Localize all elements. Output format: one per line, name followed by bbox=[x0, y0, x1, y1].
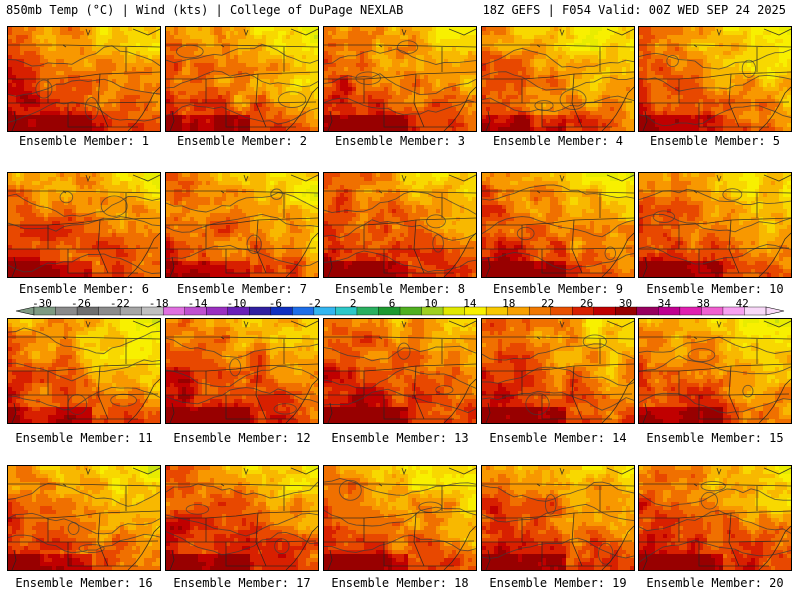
colorbar-tick-label: 30 bbox=[619, 297, 632, 310]
ensemble-member-map-20[interactable] bbox=[638, 465, 792, 571]
ensemble-member-map-17[interactable] bbox=[165, 465, 319, 571]
ensemble-member-label: Ensemble Member: 3 bbox=[321, 134, 479, 148]
colorbar-tick-label: 22 bbox=[541, 297, 554, 310]
ensemble-member-label: Ensemble Member: 12 bbox=[163, 431, 321, 445]
colorbar-tick-label: 14 bbox=[463, 297, 476, 310]
colorbar-tick-label: -22 bbox=[110, 297, 130, 310]
colorbar-tick-label: 18 bbox=[502, 297, 515, 310]
ensemble-member-map-4[interactable] bbox=[481, 26, 635, 132]
ensemble-member-map-13[interactable] bbox=[323, 318, 477, 424]
temperature-colorbar bbox=[15, 306, 785, 316]
ensemble-member-map-5[interactable] bbox=[638, 26, 792, 132]
ensemble-member-map-15[interactable] bbox=[638, 318, 792, 424]
ensemble-member-label: Ensemble Member: 9 bbox=[479, 282, 637, 296]
colorbar-segment bbox=[356, 306, 379, 316]
ensemble-member-label: Ensemble Member: 16 bbox=[5, 576, 163, 590]
ensemble-member-label: Ensemble Member: 15 bbox=[636, 431, 794, 445]
colorbar-segment bbox=[636, 306, 659, 316]
ensemble-member-label: Ensemble Member: 18 bbox=[321, 576, 479, 590]
colorbar-tick-label: -2 bbox=[308, 297, 321, 310]
colorbar-segment bbox=[399, 306, 423, 316]
colorbar-tick-label: 10 bbox=[424, 297, 437, 310]
header-right-title: 18Z GEFS | F054 Valid: 00Z WED SEP 24 20… bbox=[483, 3, 786, 17]
colorbar-tick-label: -14 bbox=[188, 297, 208, 310]
ensemble-member-map-3[interactable] bbox=[323, 26, 477, 132]
colorbar-tick-label: 2 bbox=[350, 297, 357, 310]
colorbar-tick-label: 34 bbox=[658, 297, 671, 310]
colorbar-tick-label: 6 bbox=[389, 297, 396, 310]
colorbar-tick-label: -6 bbox=[269, 297, 282, 310]
ensemble-member-map-10[interactable] bbox=[638, 172, 792, 278]
ensemble-member-map-19[interactable] bbox=[481, 465, 635, 571]
ensemble-member-map-14[interactable] bbox=[481, 318, 635, 424]
ensemble-member-label: Ensemble Member: 10 bbox=[636, 282, 794, 296]
colorbar-segment bbox=[593, 306, 616, 316]
colorbar-right-arrow bbox=[765, 306, 785, 316]
ensemble-member-label: Ensemble Member: 6 bbox=[5, 282, 163, 296]
header-left-title: 850mb Temp (°C) | Wind (kts) | College o… bbox=[6, 3, 403, 17]
colorbar-segment bbox=[442, 306, 466, 316]
ensemble-member-map-16[interactable] bbox=[7, 465, 161, 571]
ensemble-member-map-18[interactable] bbox=[323, 465, 477, 571]
ensemble-member-map-7[interactable] bbox=[165, 172, 319, 278]
ensemble-member-label: Ensemble Member: 2 bbox=[163, 134, 321, 148]
colorbar-tick-label: -10 bbox=[227, 297, 247, 310]
ensemble-member-label: Ensemble Member: 5 bbox=[636, 134, 794, 148]
colorbar-tick-label: -18 bbox=[149, 297, 169, 310]
ensemble-member-map-1[interactable] bbox=[7, 26, 161, 132]
ensemble-member-label: Ensemble Member: 17 bbox=[163, 576, 321, 590]
ensemble-member-map-12[interactable] bbox=[165, 318, 319, 424]
ensemble-member-label: Ensemble Member: 14 bbox=[479, 431, 637, 445]
colorbar-tick-label: -30 bbox=[32, 297, 52, 310]
ensemble-member-label: Ensemble Member: 1 bbox=[5, 134, 163, 148]
ensemble-member-label: Ensemble Member: 20 bbox=[636, 576, 794, 590]
colorbar-tick-label: -26 bbox=[71, 297, 91, 310]
colorbar-tick-label: 26 bbox=[580, 297, 593, 310]
ensemble-member-map-6[interactable] bbox=[7, 172, 161, 278]
ensemble-member-map-2[interactable] bbox=[165, 26, 319, 132]
colorbar-tick-label: 38 bbox=[697, 297, 710, 310]
colorbar-segment bbox=[206, 306, 229, 316]
ensemble-member-label: Ensemble Member: 7 bbox=[163, 282, 321, 296]
ensemble-member-label: Ensemble Member: 11 bbox=[5, 431, 163, 445]
ensemble-member-label: Ensemble Member: 19 bbox=[479, 576, 637, 590]
colorbar-tick-label: 42 bbox=[736, 297, 749, 310]
ensemble-member-map-11[interactable] bbox=[7, 318, 161, 424]
ensemble-member-map-8[interactable] bbox=[323, 172, 477, 278]
ensemble-member-label: Ensemble Member: 4 bbox=[479, 134, 637, 148]
ensemble-member-label: Ensemble Member: 13 bbox=[321, 431, 479, 445]
ensemble-member-map-9[interactable] bbox=[481, 172, 635, 278]
ensemble-member-label: Ensemble Member: 8 bbox=[321, 282, 479, 296]
